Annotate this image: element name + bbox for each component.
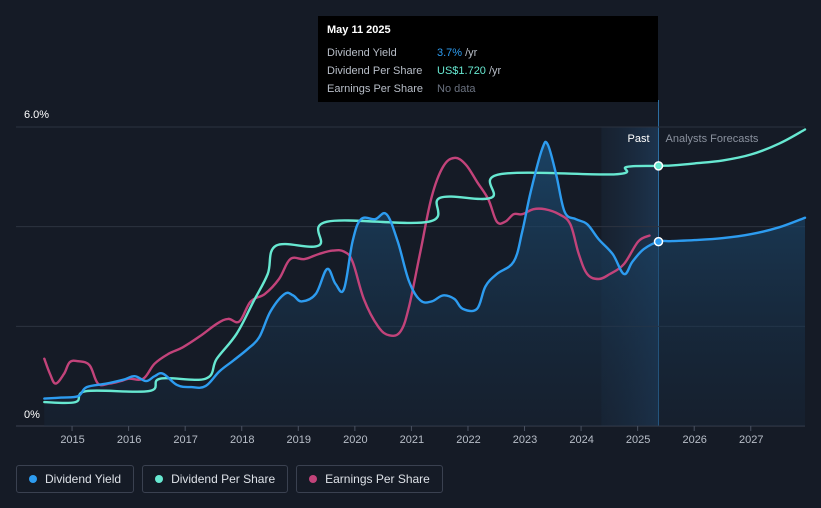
tooltip-row-earnings-per-share: Earnings Per Share No data (327, 80, 649, 98)
tooltip-value: US$1.720 (437, 65, 486, 77)
x-tick-label: 2016 (117, 434, 141, 446)
tooltip-unit: /yr (488, 65, 502, 77)
x-tick-label: 2025 (626, 434, 650, 446)
x-tick-label: 2018 (230, 434, 254, 446)
tooltip-row-dividend-yield: Dividend Yield 3.7% /yr (327, 44, 649, 62)
forecast-label: Analysts Forecasts (666, 133, 759, 145)
x-tick-label: 2020 (343, 434, 367, 446)
legend-item-earnings-per-share[interactable]: Earnings Per Share (296, 465, 443, 493)
y-axis-bottom-label: 0% (24, 409, 40, 421)
legend-swatch (309, 475, 318, 483)
tooltip-value: No data (437, 83, 476, 95)
x-tick-label: 2023 (513, 434, 537, 446)
x-tick-label: 2021 (400, 434, 424, 446)
tooltip-unit: /yr (465, 47, 478, 59)
legend-item-dividend-per-share[interactable]: Dividend Per Share (142, 465, 289, 493)
x-tick-label: 2024 (569, 434, 593, 446)
x-tick-label: 2017 (173, 434, 197, 446)
legend-label: Dividend Per Share (171, 472, 276, 486)
marker-dividend-per-share (653, 161, 664, 171)
x-tick-label: 2027 (739, 434, 763, 446)
dividend-yield-area (44, 141, 806, 426)
marker-dividend-yield (653, 236, 664, 247)
past-label: Past (627, 133, 649, 145)
x-tick-label: 2026 (682, 434, 706, 446)
x-tick-label: 2015 (60, 434, 84, 446)
legend-swatch (29, 475, 37, 483)
tooltip-label: Earnings Per Share (327, 83, 423, 95)
legend-swatch (155, 475, 164, 483)
legend-item-dividend-yield[interactable]: Dividend Yield (16, 465, 135, 493)
x-tick-label: 2019 (287, 434, 311, 446)
tooltip: May 11 2025 Dividend Yield 3.7% /yr Divi… (318, 16, 658, 102)
series-line-dividend-yield (43, 140, 807, 400)
x-tick-label: 2022 (456, 434, 480, 446)
tooltip-date: May 11 2025 (327, 24, 391, 36)
y-axis-top-label: 6.0% (24, 109, 49, 121)
legend: Dividend Yield Dividend Per Share Earnin… (16, 465, 443, 493)
tooltip-value: 3.7% (437, 47, 463, 59)
tooltip-label: Dividend Per Share (327, 65, 423, 77)
tooltip-label: Dividend Yield (327, 47, 397, 59)
legend-label: Dividend Yield (45, 472, 122, 486)
legend-label: Earnings Per Share (325, 472, 430, 486)
tooltip-row-dividend-per-share: Dividend Per Share US$1.720 /yr (327, 62, 649, 80)
